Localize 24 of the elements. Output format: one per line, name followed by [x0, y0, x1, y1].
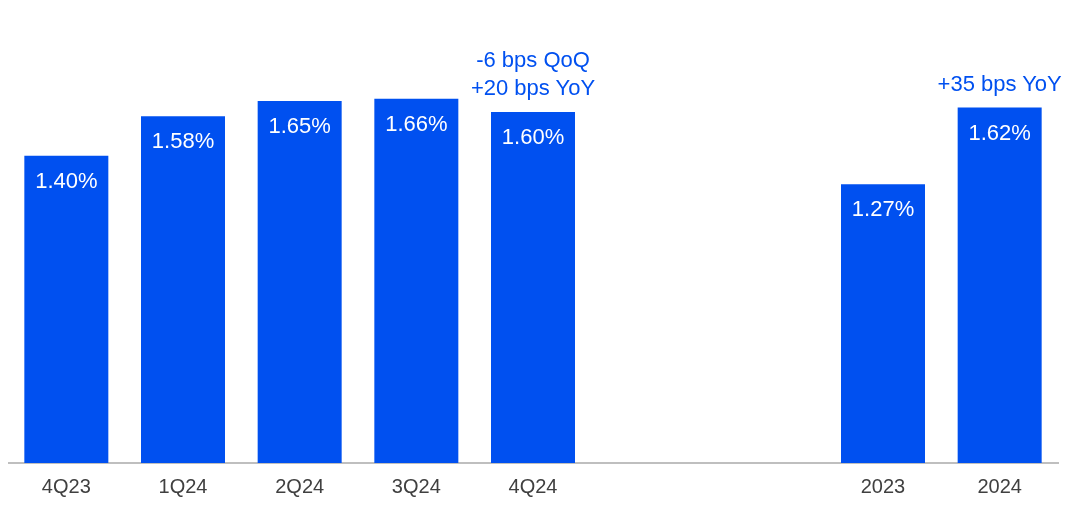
annotation: -6 bps QoQ: [476, 46, 590, 72]
annotation: +20 bps YoY: [470, 74, 596, 100]
bar: [491, 111, 575, 463]
data-label: 1.58%: [151, 128, 215, 154]
x-tick-label: 2Q24: [275, 474, 325, 497]
x-tick-label: 4Q23: [41, 474, 91, 497]
data-label: 1.66%: [385, 110, 448, 136]
x-tick-label: 2024: [977, 474, 1022, 497]
bar: [257, 100, 342, 463]
annotation: +35 bps YoY: [937, 70, 1063, 96]
bar: [841, 184, 925, 463]
x-tick-label: 3Q24: [391, 474, 441, 497]
data-label: 1.27%: [851, 196, 915, 222]
x-tick-label: 2023: [860, 474, 906, 497]
bar: [957, 107, 1042, 463]
x-tick-label: 1Q24: [158, 474, 208, 497]
bar: [141, 116, 225, 463]
data-label: 1.62%: [968, 119, 1031, 145]
x-tick-label: 4Q24: [508, 474, 558, 497]
data-label: 1.40%: [35, 167, 98, 193]
data-label: 1.60%: [501, 123, 565, 149]
bar: [374, 98, 459, 463]
bar: [24, 155, 109, 463]
data-label: 1.65%: [268, 112, 331, 138]
